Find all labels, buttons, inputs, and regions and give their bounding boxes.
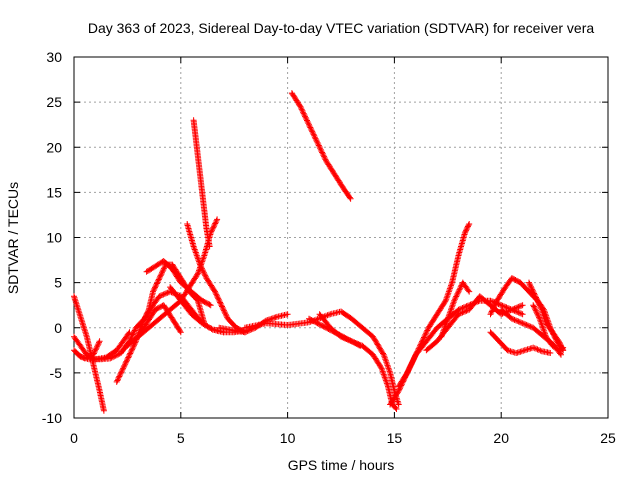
data-point-markers [526,279,567,354]
series-arc-16 [316,311,400,412]
data-point-markers [487,329,554,356]
series-arc-4 [75,338,103,362]
data-point-markers [438,279,473,340]
series-arc-14 [288,90,354,202]
series-arc-10 [190,117,213,250]
data-point-markers [316,311,400,412]
data-point-markers [184,221,248,336]
y-tick-label: -10 [42,410,62,426]
y-tick-label: 20 [46,139,62,155]
y-tick-label: 15 [46,184,62,200]
x-tick-label: 20 [493,430,509,446]
y-axis-tick-labels: -10 -5 0 5 10 15 20 25 30 [42,49,62,426]
x-tick-label: 25 [600,430,616,446]
y-tick-label: -5 [50,365,63,381]
data-point-markers [135,302,184,340]
plot-frame [73,56,609,419]
x-tick-label: 5 [177,430,185,446]
x-tick-label: 0 [70,430,78,446]
series-arc-23 [526,279,567,354]
y-axis-label: SDTVAR / TECUs [5,182,21,294]
chart-title: Day 363 of 2023, Sidereal Day-to-day VTE… [88,20,594,36]
data-point-markers [288,90,354,202]
x-axis-label: GPS time / hours [288,457,395,473]
data-point-markers [190,117,213,250]
series-arc-9 [184,221,248,336]
x-axis-tick-labels: 0 5 10 15 20 25 [70,430,616,446]
x-tick-label: 10 [280,430,296,446]
y-tick-label: 10 [46,230,62,246]
data-points [71,90,567,414]
series-arc-22 [487,329,554,356]
y-tick-label: 5 [54,275,62,291]
data-point-markers [423,293,526,354]
y-tick-label: 0 [54,320,62,336]
series-arc-8 [135,302,184,340]
data-point-markers [75,338,103,362]
x-tick-label: 15 [387,430,403,446]
series-arc-25 [530,302,567,354]
grid [74,57,608,418]
series-arc-19 [423,293,526,354]
y-tick-label: 25 [46,94,62,110]
series-arc-20 [438,279,473,340]
y-tick-label: 30 [46,49,62,65]
data-point-markers [530,302,567,354]
